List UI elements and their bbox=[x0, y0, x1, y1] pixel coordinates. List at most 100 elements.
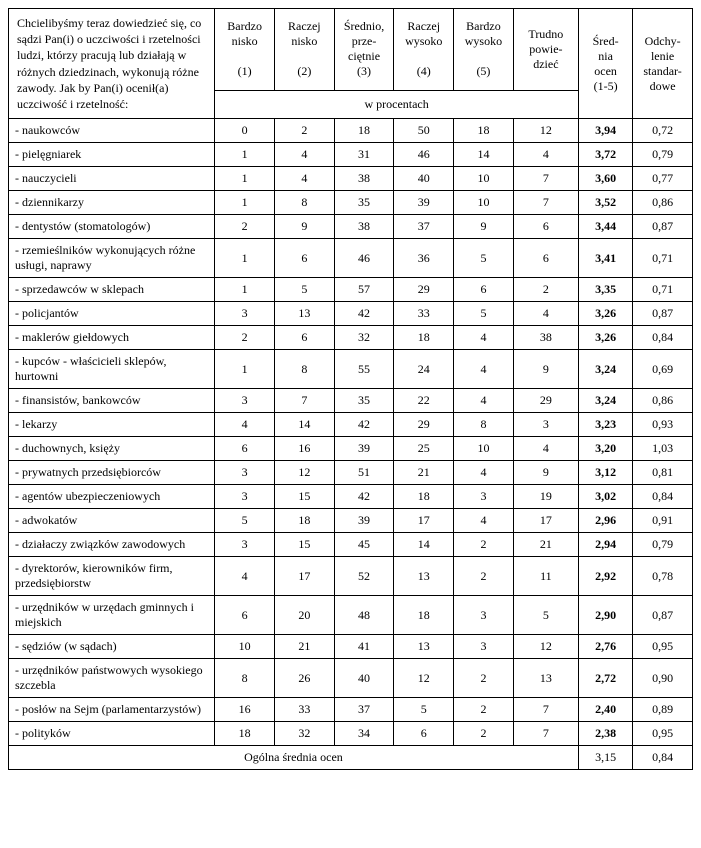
row-mean: 3,02 bbox=[578, 485, 632, 509]
row-std: 0,87 bbox=[633, 215, 693, 239]
row-value: 4 bbox=[454, 326, 514, 350]
row-value: 6 bbox=[394, 722, 454, 746]
row-mean: 3,72 bbox=[578, 143, 632, 167]
table-row: - działaczy związków zawodowych315451422… bbox=[9, 533, 693, 557]
row-value: 26 bbox=[274, 659, 334, 698]
row-value: 38 bbox=[513, 326, 578, 350]
col-head-4: Raczej wysoko (4) bbox=[394, 9, 454, 91]
table-row: - agentów ubezpieczeniowych31542183193,0… bbox=[9, 485, 693, 509]
row-value: 7 bbox=[274, 389, 334, 413]
row-label: - agentów ubezpieczeniowych bbox=[9, 485, 215, 509]
row-mean: 2,76 bbox=[578, 635, 632, 659]
row-mean: 2,72 bbox=[578, 659, 632, 698]
row-value: 9 bbox=[274, 215, 334, 239]
row-std: 0,91 bbox=[633, 509, 693, 533]
row-mean: 3,26 bbox=[578, 326, 632, 350]
row-value: 3 bbox=[215, 461, 275, 485]
row-value: 32 bbox=[334, 326, 394, 350]
row-std: 0,79 bbox=[633, 143, 693, 167]
row-label: - urzędników państwowych wysokiego szcze… bbox=[9, 659, 215, 698]
row-value: 21 bbox=[274, 635, 334, 659]
row-value: 35 bbox=[334, 191, 394, 215]
row-value: 5 bbox=[274, 278, 334, 302]
row-value: 13 bbox=[394, 557, 454, 596]
row-label: - urzędników w urzędach gminnych i miejs… bbox=[9, 596, 215, 635]
footer-label: Ogólna średnia ocen bbox=[9, 746, 579, 770]
row-value: 16 bbox=[274, 437, 334, 461]
row-label: - maklerów giełdowych bbox=[9, 326, 215, 350]
row-value: 1 bbox=[215, 191, 275, 215]
row-label: - lekarzy bbox=[9, 413, 215, 437]
row-std: 0,86 bbox=[633, 191, 693, 215]
table-row: - polityków1832346272,380,95 bbox=[9, 722, 693, 746]
row-value: 14 bbox=[274, 413, 334, 437]
row-label: - działaczy związków zawodowych bbox=[9, 533, 215, 557]
row-value: 18 bbox=[274, 509, 334, 533]
row-value: 2 bbox=[454, 698, 514, 722]
row-value: 37 bbox=[334, 698, 394, 722]
row-value: 5 bbox=[454, 302, 514, 326]
row-value: 0 bbox=[215, 119, 275, 143]
row-value: 4 bbox=[454, 350, 514, 389]
row-value: 46 bbox=[394, 143, 454, 167]
table-row: - urzędników państwowych wysokiego szcze… bbox=[9, 659, 693, 698]
table-row: - sędziów (w sądach)102141133122,760,95 bbox=[9, 635, 693, 659]
row-value: 15 bbox=[274, 533, 334, 557]
row-value: 3 bbox=[454, 485, 514, 509]
row-value: 14 bbox=[394, 533, 454, 557]
row-mean: 3,52 bbox=[578, 191, 632, 215]
row-value: 11 bbox=[513, 557, 578, 596]
row-value: 31 bbox=[334, 143, 394, 167]
row-mean: 3,60 bbox=[578, 167, 632, 191]
table-row: - dentystów (stomatologów)293837963,440,… bbox=[9, 215, 693, 239]
row-value: 3 bbox=[215, 485, 275, 509]
row-std: 0,90 bbox=[633, 659, 693, 698]
row-value: 46 bbox=[334, 239, 394, 278]
table-body: - naukowców02185018123,940,72- pielęgnia… bbox=[9, 119, 693, 746]
row-value: 10 bbox=[454, 437, 514, 461]
row-value: 17 bbox=[394, 509, 454, 533]
row-mean: 2,40 bbox=[578, 698, 632, 722]
row-value: 18 bbox=[215, 722, 275, 746]
row-value: 6 bbox=[274, 239, 334, 278]
table-row: - sprzedawców w sklepach155729623,350,71 bbox=[9, 278, 693, 302]
row-std: 0,71 bbox=[633, 239, 693, 278]
row-value: 4 bbox=[454, 461, 514, 485]
row-value: 57 bbox=[334, 278, 394, 302]
row-mean: 2,90 bbox=[578, 596, 632, 635]
col-head-3: Średnio, prze- ciętnie (3) bbox=[334, 9, 394, 91]
row-value: 33 bbox=[274, 698, 334, 722]
row-label: - sprzedawców w sklepach bbox=[9, 278, 215, 302]
table-header: Chcielibyśmy teraz dowiedzieć się, co są… bbox=[9, 9, 693, 119]
row-value: 29 bbox=[394, 278, 454, 302]
row-value: 15 bbox=[274, 485, 334, 509]
row-value: 42 bbox=[334, 485, 394, 509]
table-row: - policjantów3134233543,260,87 bbox=[9, 302, 693, 326]
row-value: 13 bbox=[513, 659, 578, 698]
row-value: 8 bbox=[274, 191, 334, 215]
row-value: 4 bbox=[513, 437, 578, 461]
row-std: 1,03 bbox=[633, 437, 693, 461]
row-value: 4 bbox=[215, 557, 275, 596]
row-value: 2 bbox=[274, 119, 334, 143]
row-value: 7 bbox=[513, 698, 578, 722]
honesty-ratings-table: Chcielibyśmy teraz dowiedzieć się, co są… bbox=[8, 8, 693, 770]
table-row: - finansistów, bankowców3735224293,240,8… bbox=[9, 389, 693, 413]
row-value: 51 bbox=[334, 461, 394, 485]
row-value: 6 bbox=[215, 596, 275, 635]
row-label: - prywatnych przedsiębiorców bbox=[9, 461, 215, 485]
row-value: 5 bbox=[454, 239, 514, 278]
row-value: 2 bbox=[454, 659, 514, 698]
table-row: - maklerów giełdowych2632184383,260,84 bbox=[9, 326, 693, 350]
row-label: - posłów na Sejm (parlamentarzystów) bbox=[9, 698, 215, 722]
row-value: 2 bbox=[513, 278, 578, 302]
row-value: 1 bbox=[215, 167, 275, 191]
table-row: - urzędników w urzędach gminnych i miejs… bbox=[9, 596, 693, 635]
row-label: - kupców - właścicieli sklepów, hurtowni bbox=[9, 350, 215, 389]
row-label: - duchownych, księży bbox=[9, 437, 215, 461]
question-cell: Chcielibyśmy teraz dowiedzieć się, co są… bbox=[9, 9, 215, 119]
row-mean: 2,38 bbox=[578, 722, 632, 746]
row-value: 3 bbox=[215, 389, 275, 413]
row-value: 6 bbox=[513, 215, 578, 239]
row-value: 4 bbox=[513, 302, 578, 326]
